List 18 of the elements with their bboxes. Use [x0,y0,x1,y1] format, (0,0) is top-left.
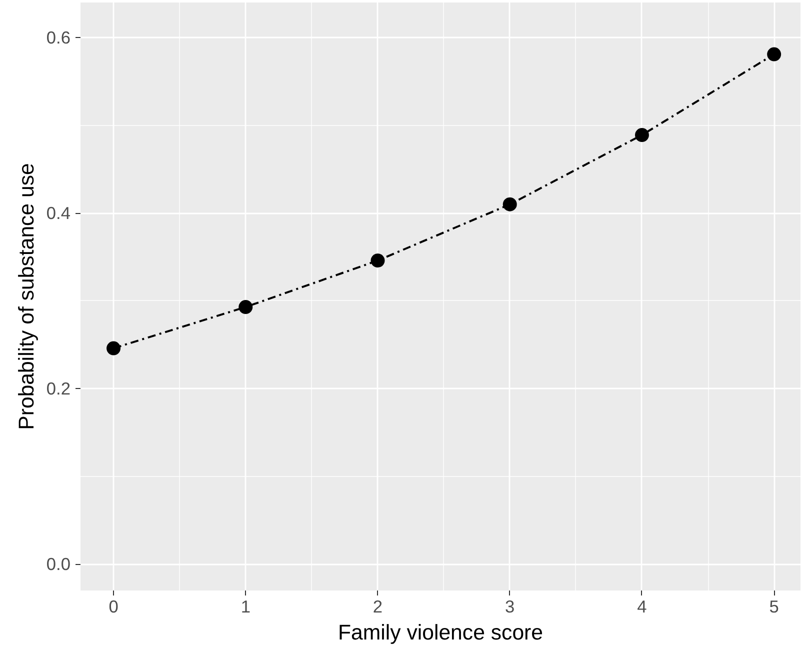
y-tick-label: 0.0 [46,554,71,574]
y-tick-label: 0.2 [46,378,71,399]
point [238,300,253,314]
y-tick-label: 0.6 [46,28,71,48]
x-tick-label: 3 [505,596,515,616]
x-tick-label: 0 [108,596,118,616]
point [370,254,385,268]
x-tick-label: 4 [637,596,648,616]
x-tick-label: 5 [769,596,779,616]
y-tick-label: 0.4 [46,203,71,224]
y-axis-title: Probability of substance use [14,163,38,430]
x-axis-title: Family violence score [338,620,544,644]
x-tick-label: 1 [240,596,250,616]
point [767,47,782,62]
x-tick-label: 2 [372,596,383,616]
point [502,197,517,212]
point [106,341,121,356]
point [634,128,649,142]
